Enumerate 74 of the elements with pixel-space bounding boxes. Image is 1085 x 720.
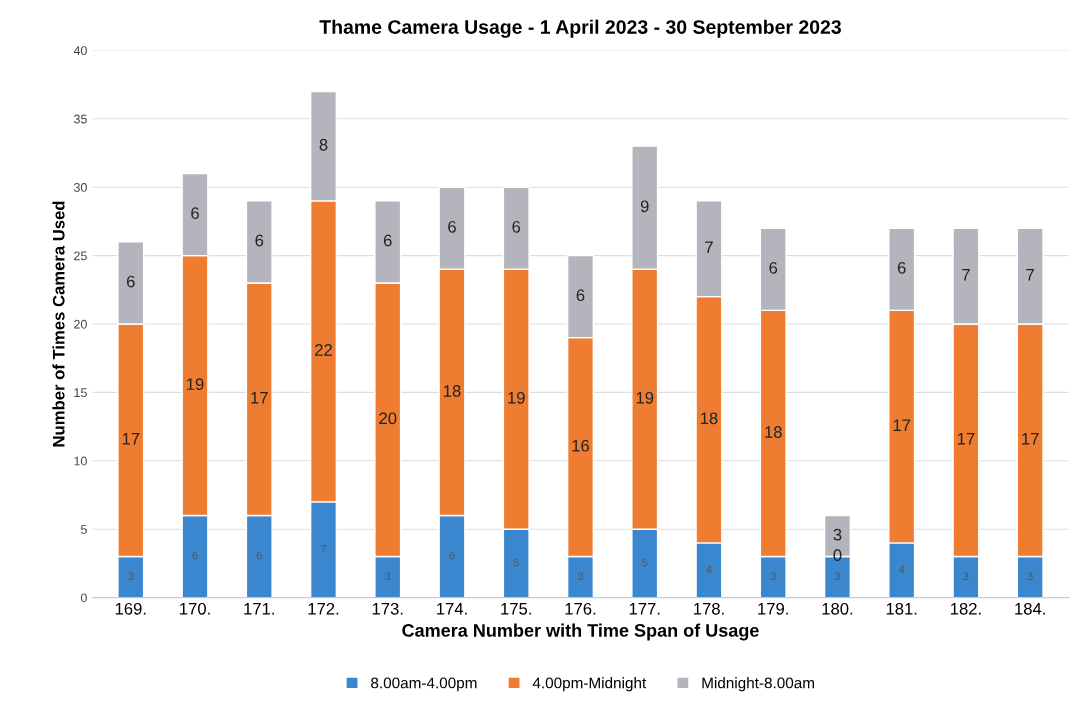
data-label: 5 [642,558,648,567]
data-label: 6 [769,261,778,274]
legend-label: Midnight-8.00am [702,677,814,692]
data-label: 3 [963,572,969,581]
x-tick-label: 181. [886,602,917,615]
data-label: 4 [898,565,905,574]
x-tick-label: 175. [501,603,531,615]
data-label: 17 [893,419,911,431]
data-label: 6 [449,551,455,560]
data-label: 6 [255,234,264,247]
data-label: 3 [770,572,776,581]
x-tick-label: 182. [950,602,981,615]
data-label: 3 [833,528,842,541]
legend-label: 4.00pm-Midnight [532,677,647,692]
x-tick-label: 184. [1015,602,1045,615]
x-tick-label: 173. [372,602,403,615]
data-label: 8 [319,138,328,151]
y-tick-label: 0 [80,593,87,603]
x-tick-label: 177. [629,603,660,615]
data-label: 19 [636,391,654,404]
data-label: 19 [187,378,204,391]
data-label: 17 [251,392,268,404]
x-tick-label: 178. [694,602,724,615]
data-label: 16 [572,439,590,452]
x-tick-label: 180. [822,602,853,615]
data-label: 6 [192,551,198,560]
x-tick-label: 172. [308,602,339,615]
data-label: 18 [700,412,718,425]
data-label: 17 [122,433,140,445]
y-tick-label: 5 [80,525,87,534]
x-tick-label: 170. [180,602,210,615]
data-label: 6 [383,234,392,247]
data-label: 6 [256,551,262,560]
data-label: 3 [577,572,584,581]
x-tick-label: 176. [565,602,596,615]
y-tick-label: 40 [73,46,87,56]
data-label: 17 [957,433,975,445]
data-label: 3 [385,572,391,581]
data-label: 7 [320,544,327,553]
x-tick-label: 174. [437,603,467,615]
x-tick-label: 171. [244,603,274,615]
data-label: 6 [191,207,199,220]
y-axis-title: Number of Times Camera Used [52,201,65,447]
y-tick-label: 15 [74,388,87,398]
data-label: 20 [379,412,397,425]
data-label: 18 [443,385,461,397]
data-label: 17 [1022,433,1039,445]
data-label: 3 [128,572,134,581]
y-tick-label: 25 [74,251,87,261]
data-label: 22 [315,344,332,356]
data-label: 6 [576,289,585,302]
y-tick-label: 10 [74,456,87,466]
data-label: 3 [834,572,841,581]
y-tick-label: 35 [73,114,87,124]
legend-label: 8.00am-4.00pm [371,677,477,692]
data-label: 18 [765,426,782,438]
data-label: 4 [706,565,712,574]
y-tick-label: 20 [74,319,87,329]
data-label: 6 [897,261,906,274]
x-tick-label: 169. [115,602,146,615]
data-label: 7 [705,241,713,254]
chart-title: Thame Camera Usage - 1 April 2023 - 30 September 2023 [319,19,841,38]
data-label: 7 [1026,268,1034,281]
x-axis-title: Camera Number with Time Span of Usage [402,623,759,641]
y-tick-label: 30 [73,183,87,192]
data-label: 6 [448,220,456,233]
data-label: 3 [1027,572,1033,581]
data-label: 19 [508,391,525,404]
data-label: 6 [126,275,135,288]
data-label: 5 [513,558,519,567]
data-label: 7 [962,268,970,281]
data-label: 9 [640,200,649,213]
data-label: 6 [512,220,521,233]
x-tick-label: 179. [758,602,788,615]
